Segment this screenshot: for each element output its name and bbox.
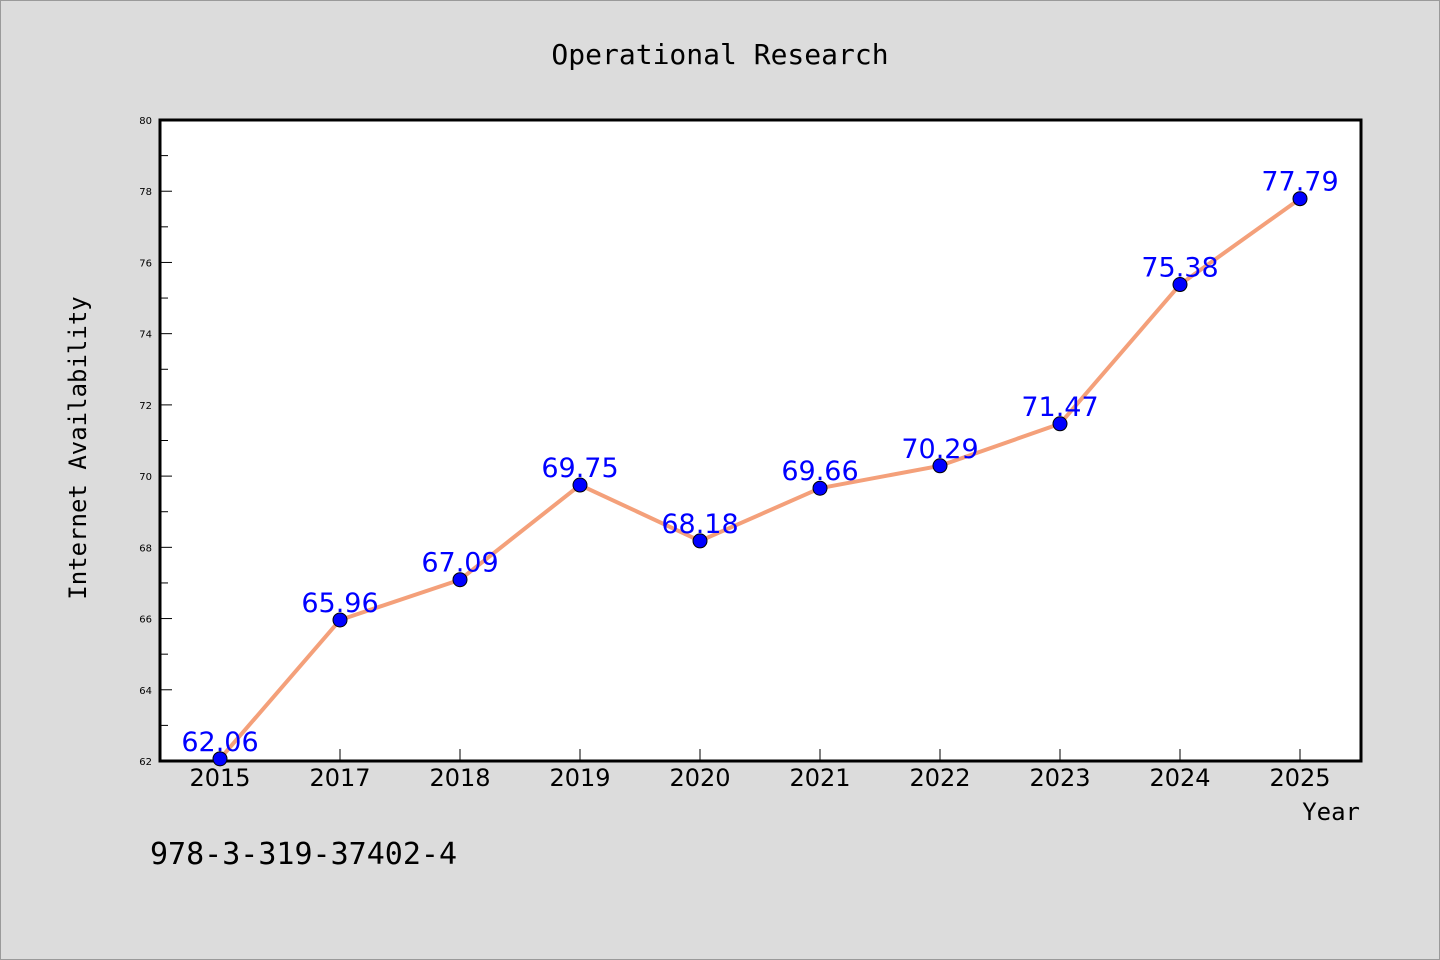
data-point [812, 480, 828, 496]
series-line [218, 196, 1302, 761]
x-tick-label: 2019 [549, 764, 610, 792]
x-tick-label: 2021 [789, 764, 850, 792]
data-label: 71.47 [1021, 392, 1098, 423]
data-point [692, 533, 708, 549]
x-axis-label: Year [1302, 798, 1360, 826]
y-axis: 62 64 66 68 70 72 74 76 78 80 [139, 116, 172, 768]
data-point [1172, 277, 1188, 293]
x-axis: 2015 2017 2018 2019 2020 2021 2022 2023 2024 2025 [189, 749, 1331, 792]
x-tick-label: 2025 [1269, 764, 1330, 792]
y-tick-label: 62 [139, 757, 152, 768]
data-label: 65.96 [301, 588, 378, 619]
x-tick-label: 2017 [309, 764, 370, 792]
x-tick-label: 2018 [429, 764, 490, 792]
data-label: 67.09 [421, 548, 498, 579]
isbn-footer: 978-3-319-37402-4 [150, 837, 457, 872]
data-point [1052, 416, 1068, 432]
y-tick-label: 64 [139, 686, 152, 697]
data-point [332, 612, 348, 628]
y-tick-label: 78 [139, 187, 152, 198]
data-label: 69.75 [541, 453, 618, 484]
data-label: 62.06 [181, 727, 258, 758]
data-label: 77.79 [1261, 167, 1338, 198]
x-tick-label: 2022 [909, 764, 970, 792]
y-tick-label: 72 [139, 401, 152, 412]
data-point [1292, 191, 1308, 207]
plot-area [158, 118, 1363, 763]
x-tick-label: 2015 [189, 764, 250, 792]
chart-title: Operational Research [551, 38, 888, 71]
series-layer: 62.06 65.96 67.09 69.75 68.18 69.66 70.29 71.47… [181, 167, 1339, 767]
data-point [932, 458, 948, 474]
y-tick-label: 66 [139, 615, 152, 626]
x-tick-label: 2023 [1029, 764, 1090, 792]
data-point [452, 572, 468, 588]
data-label: 69.66 [781, 456, 858, 487]
data-label: 68.18 [661, 509, 738, 540]
y-tick-label: 68 [139, 543, 152, 554]
y-axis-label: Internet Availability [64, 296, 92, 599]
data-label: 75.38 [1141, 253, 1218, 284]
y-tick-label: 74 [139, 330, 152, 341]
x-tick-label: 2020 [669, 764, 730, 792]
x-tick-label: 2024 [1149, 764, 1210, 792]
y-tick-label: 80 [139, 116, 152, 127]
data-label: 70.29 [901, 434, 978, 465]
y-tick-label: 76 [139, 258, 152, 269]
data-point [572, 477, 588, 493]
data-point [212, 751, 228, 767]
y-tick-label: 70 [139, 472, 152, 483]
